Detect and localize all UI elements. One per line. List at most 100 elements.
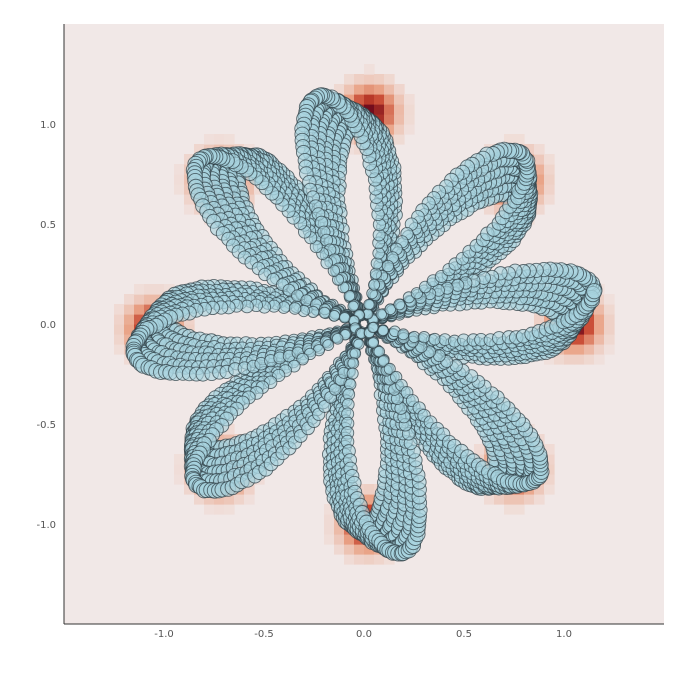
heatmap-cell [204, 504, 215, 515]
heatmap-cell [214, 134, 225, 145]
heatmap-cell [184, 194, 195, 205]
heatmap-cell [334, 544, 345, 555]
x-tick-label: 0.5 [456, 629, 472, 640]
heatmap-cell [374, 74, 385, 85]
heatmap-cell [344, 84, 355, 95]
heatmap-cell [604, 304, 615, 315]
heatmap-cell [544, 354, 555, 365]
heatmap-cell [244, 484, 255, 495]
heatmap-cell [174, 174, 185, 185]
heatmap-cell [204, 494, 215, 505]
heatmap-cell [204, 134, 215, 145]
heatmap-cell [394, 114, 405, 125]
heatmap-cell [114, 324, 125, 335]
scatter-point [328, 383, 342, 396]
heatmap-cell [514, 134, 525, 145]
heatmap-cell [224, 494, 235, 505]
heatmap-cell [364, 484, 375, 495]
heatmap-cell [404, 104, 415, 115]
heatmap-cell [174, 184, 185, 195]
heatmap-cell [584, 334, 595, 345]
heatmap-cell [114, 334, 125, 345]
heatmap-cell [194, 494, 205, 505]
heatmap-cell [564, 354, 575, 365]
heatmap-cell [384, 74, 395, 85]
heatmap-cell [134, 284, 145, 295]
scatter-point [347, 357, 360, 370]
heatmap-cell [134, 304, 145, 315]
heatmap-cell [134, 314, 145, 325]
heatmap-cell [584, 324, 595, 335]
y-tick-label: 0.0 [40, 320, 56, 331]
x-tick-label: 0.0 [356, 629, 372, 640]
scatter-point [377, 354, 390, 367]
heatmap-cell [234, 494, 245, 505]
heatmap-cell [364, 74, 375, 85]
heatmap-cell [174, 464, 185, 475]
scatter-point [343, 290, 356, 302]
heatmap-cell [394, 104, 405, 115]
heatmap-cell [244, 494, 255, 505]
heatmap-cell [124, 304, 135, 315]
scatter-point [384, 303, 397, 316]
scatter-point [296, 352, 309, 366]
heatmap-cell [544, 164, 555, 175]
heatmap-cell [544, 174, 555, 185]
heatmap-cell [364, 494, 375, 505]
heatmap-cell [114, 304, 125, 315]
heatmap-cell [604, 294, 615, 305]
heatmap-cell [534, 314, 545, 325]
heatmap-cell [394, 94, 405, 105]
heatmap-cell [594, 304, 605, 315]
heatmap-cell [374, 94, 385, 105]
heatmap-cell [384, 104, 395, 115]
scatter-point [318, 399, 332, 413]
scatter-point [368, 278, 381, 291]
x-tick-label: 1.0 [556, 629, 572, 640]
heatmap-cell [334, 524, 345, 535]
heatmap-cell [354, 74, 365, 85]
heatmap-cell [324, 514, 335, 525]
heatmap-cell [484, 494, 495, 505]
heatmap-cell [174, 164, 185, 175]
y-tick-label: -0.5 [36, 420, 56, 431]
heatmap-cell [534, 164, 545, 175]
scatter-point [410, 287, 423, 300]
heatmap-cell [154, 284, 165, 295]
heatmap-cell [214, 504, 225, 515]
heatmap-cell [324, 534, 335, 545]
heatmap-cell [504, 134, 515, 145]
heatmap-cell [594, 344, 605, 355]
scatter-point [397, 328, 410, 341]
heatmap-cell [584, 354, 595, 365]
scatter-point [375, 308, 387, 320]
scatter-point [369, 267, 382, 280]
scatter-point [327, 264, 340, 277]
scatter-point [347, 300, 359, 312]
heatmap-cell [224, 134, 235, 145]
heatmap-cell [504, 494, 515, 505]
scatter-point [377, 324, 389, 337]
scatter-point [383, 362, 396, 375]
heatmap-cell [564, 344, 575, 355]
scatter-point [393, 298, 406, 311]
heatmap-cell [514, 494, 525, 505]
heatmap-cell [384, 84, 395, 95]
scatter-point [328, 310, 341, 322]
heatmap-cell [374, 104, 385, 115]
heatmap-cell [224, 504, 235, 515]
heatmap-cell [134, 294, 145, 305]
heatmap-cell [144, 294, 155, 305]
heatmap-cell [344, 554, 355, 565]
heatmap-cell [574, 344, 585, 355]
heatmap-cell [364, 104, 375, 115]
heatmap-cell [574, 334, 585, 345]
heatmap-cell [594, 354, 605, 365]
heatmap-cell [354, 544, 365, 555]
scatter-point [346, 367, 359, 380]
x-tick-label: -0.5 [254, 629, 274, 640]
heatmap-cell [124, 324, 135, 335]
heatmap-cell [544, 484, 555, 495]
scatter-point [338, 312, 351, 324]
